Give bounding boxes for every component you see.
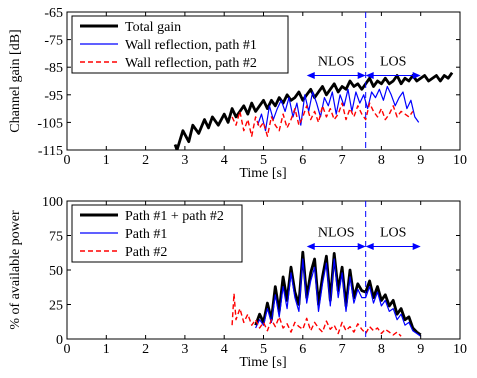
x-tick-label: 4 — [221, 153, 228, 168]
y-tick-label: -85 — [44, 61, 63, 76]
y-tick-label: 75 — [49, 230, 63, 245]
los-arrowhead — [412, 71, 421, 79]
x-axis-label: Time [s] — [239, 166, 286, 181]
x-tick-label: 6 — [299, 342, 306, 357]
x-tick-label: 0 — [64, 342, 71, 357]
nlos-label: NLOS — [318, 54, 355, 69]
x-tick-label: 10 — [453, 342, 467, 357]
y-tick-label: -115 — [38, 144, 63, 159]
x-tick-label: 7 — [339, 153, 346, 168]
y-tick-label: 50 — [49, 264, 63, 279]
series-line-2 — [255, 258, 422, 337]
x-tick-label: 10 — [453, 153, 467, 168]
x-tick-label: 2 — [142, 342, 149, 357]
legend-label-path2: Path #2 — [125, 245, 167, 260]
x-tick-label: 5 — [260, 153, 267, 168]
x-tick-label: 0 — [64, 153, 71, 168]
series-line-3 — [231, 102, 414, 137]
los-arrowhead — [412, 243, 421, 251]
y-tick-label: -105 — [37, 116, 63, 131]
x-tick-label: 8 — [378, 342, 385, 357]
x-axis-label: Time [s] — [239, 355, 286, 370]
x-tick-label: 1 — [103, 153, 110, 168]
los-label: LOS — [380, 54, 406, 69]
los-label: LOS — [380, 226, 406, 241]
x-tick-label: 2 — [142, 153, 149, 168]
y-axis-label: % of available power — [8, 210, 23, 330]
nlos-label: NLOS — [318, 226, 355, 241]
legend-label-path2: Wall reflection, path #2 — [125, 56, 257, 71]
y-tick-label: 0 — [56, 333, 63, 348]
x-tick-label: 9 — [417, 342, 424, 357]
x-tick-label: 8 — [378, 153, 385, 168]
x-tick-label: 3 — [181, 342, 188, 357]
legend-label-path1: Path #1 — [125, 227, 167, 242]
legend: Total gain Wall reflection, path #1 Wall… — [71, 15, 289, 74]
nlos-arrowhead — [306, 71, 315, 79]
legend-label-total-gain: Total gain — [125, 20, 181, 35]
los-arrowhead — [365, 243, 374, 251]
y-axis-label: Channel gain [dB] — [8, 29, 23, 132]
series-line-3 — [231, 292, 402, 337]
x-tick-label: 5 — [260, 342, 267, 357]
x-tick-label: 3 — [181, 153, 188, 168]
y-tick-label: -95 — [44, 89, 63, 104]
nlos-arrowhead — [357, 71, 366, 79]
y-tick-label: -65 — [44, 6, 63, 21]
x-tick-label: 4 — [221, 342, 228, 357]
x-tick-label: 9 — [417, 153, 424, 168]
legend-label-sum: Path #1 + path #2 — [125, 209, 224, 224]
los-arrowhead — [365, 71, 374, 79]
y-tick-label: -75 — [44, 34, 63, 49]
y-tick-label: 25 — [49, 299, 63, 314]
series-line-1 — [173, 71, 454, 150]
x-tick-label: 1 — [103, 342, 110, 357]
x-tick-label: 6 — [299, 153, 306, 168]
series-line-1 — [254, 250, 422, 337]
series-line-2 — [257, 85, 420, 132]
nlos-arrowhead — [306, 243, 315, 251]
nlos-arrowhead — [357, 243, 366, 251]
y-tick-label: 100 — [42, 195, 63, 210]
legend-label-path1: Wall reflection, path #1 — [125, 38, 257, 53]
legend: Path #1 + path #2 Path #1 Path #2 — [71, 204, 243, 263]
x-tick-label: 7 — [339, 342, 346, 357]
channel-gain-chart: 0 1 2 3 4 5 6 7 8 9 10 -65 -75 -85 -95 -105 -115 Time [s… — [8, 6, 467, 181]
